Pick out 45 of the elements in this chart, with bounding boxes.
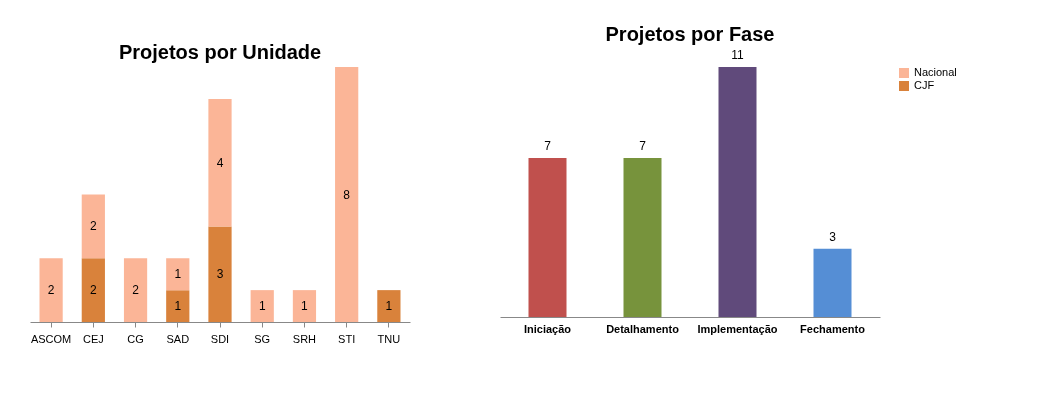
data-label: 1	[385, 299, 393, 314]
bar	[166, 290, 190, 322]
chart-title: Projetos por Unidade	[118, 41, 322, 63]
x-tick-label: CEJ	[82, 332, 104, 345]
data-label: 4	[216, 155, 224, 170]
legend-label: Nacional	[914, 66, 957, 78]
data-label: 8	[343, 187, 351, 202]
data-label: 2	[89, 283, 97, 298]
data-label: 3	[216, 267, 224, 282]
x-tick-label: SDI	[210, 332, 230, 345]
data-label: 2	[47, 283, 55, 298]
chart-title: Projetos por Fase	[605, 23, 775, 45]
bar	[208, 226, 232, 322]
x-tick-label: STI	[338, 332, 356, 345]
data-label: 7	[639, 138, 647, 153]
bar	[250, 290, 274, 322]
data-label: 1	[174, 267, 182, 282]
bar	[123, 258, 148, 322]
bar	[208, 98, 232, 227]
legend-label: CJF	[914, 79, 935, 91]
data-label: 3	[829, 229, 837, 244]
x-tick-label: ASCOM	[30, 332, 72, 345]
x-tick-label: SG	[254, 332, 271, 345]
data-label: 1	[258, 299, 266, 314]
x-tick-label: Iniciação	[523, 322, 572, 335]
x-tick-label: Implementação	[697, 322, 778, 335]
data-label: 1	[301, 299, 309, 314]
x-tick-label: SRH	[292, 332, 317, 345]
bar	[39, 258, 63, 322]
x-tick-label: Detalhamento	[606, 322, 680, 335]
data-label: 2	[89, 219, 97, 234]
x-tick-label: TNU	[377, 332, 401, 345]
data-label: 11	[731, 48, 745, 62]
x-tick-label: SAD	[166, 332, 190, 345]
bar	[292, 290, 317, 322]
x-tick-label: Fechamento	[800, 322, 866, 335]
bar	[81, 258, 105, 322]
bar	[81, 194, 105, 259]
data-label: 7	[544, 138, 552, 153]
bar	[377, 290, 401, 322]
data-label: 2	[132, 283, 140, 298]
x-tick-label: CG	[127, 332, 144, 345]
data-label: 1	[174, 299, 182, 314]
bar	[166, 258, 190, 291]
bar	[335, 67, 359, 322]
